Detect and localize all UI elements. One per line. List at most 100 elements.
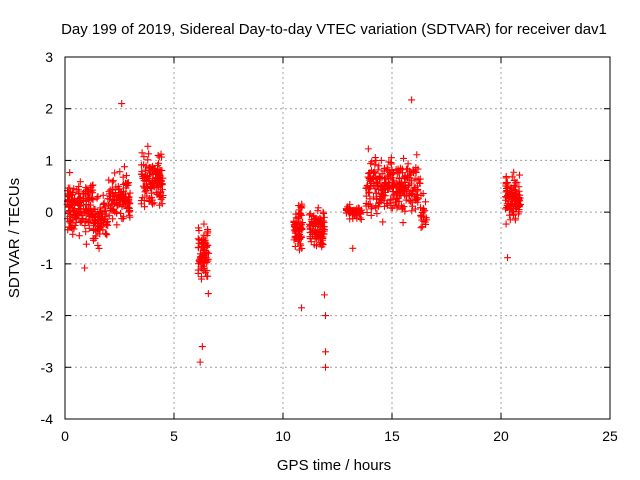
data-point	[392, 188, 400, 196]
data-point	[69, 188, 77, 196]
data-point	[417, 224, 425, 232]
data-point	[502, 220, 510, 228]
data-point	[202, 256, 210, 264]
data-point	[154, 151, 162, 159]
data-point	[110, 205, 118, 213]
data-point	[113, 209, 121, 217]
data-point	[142, 162, 150, 170]
data-point	[502, 178, 510, 186]
data-point	[142, 184, 150, 192]
data-point	[291, 242, 299, 250]
data-point	[380, 196, 388, 204]
data-point	[145, 150, 153, 158]
data-point	[379, 218, 387, 226]
data-point	[388, 183, 396, 191]
y-tick-label: -4	[41, 411, 54, 427]
data-point	[75, 232, 83, 240]
data-point	[308, 228, 316, 236]
data-point	[363, 209, 371, 217]
data-point	[400, 154, 408, 162]
data-point	[92, 232, 100, 240]
data-point	[312, 223, 320, 231]
data-point	[158, 166, 166, 174]
x-tick-label: 5	[170, 428, 178, 444]
data-point	[195, 227, 203, 235]
data-point	[126, 189, 134, 197]
data-point	[367, 183, 375, 191]
x-tick-label: 25	[602, 428, 618, 444]
data-point	[419, 190, 427, 198]
data-point	[387, 159, 395, 167]
data-point	[362, 192, 370, 200]
data-point	[421, 207, 429, 215]
data-point	[204, 225, 212, 233]
y-tick-label: 2	[45, 101, 53, 117]
data-point	[379, 191, 387, 199]
data-point	[95, 244, 103, 252]
data-point	[94, 241, 102, 249]
data-point	[351, 210, 359, 218]
data-point	[78, 218, 86, 226]
data-point	[140, 153, 148, 161]
data-point	[71, 206, 79, 214]
data-point	[416, 179, 424, 187]
data-point	[138, 149, 146, 157]
data-point	[295, 219, 303, 227]
data-point	[368, 167, 376, 175]
data-point	[392, 195, 400, 203]
data-point	[111, 169, 119, 177]
data-point	[66, 184, 74, 192]
data-point	[203, 232, 211, 240]
data-point	[515, 183, 523, 191]
y-axis-label: SDTVAR / TECUs	[6, 178, 23, 298]
data-point	[296, 246, 303, 254]
data-point	[200, 220, 208, 228]
data-point	[509, 207, 517, 215]
data-point	[370, 193, 378, 201]
data-point	[125, 211, 133, 219]
data-point	[88, 182, 96, 190]
data-point	[107, 204, 115, 212]
data-point	[507, 200, 515, 208]
data-point	[105, 188, 113, 196]
x-tick-label: 0	[61, 428, 69, 444]
data-point	[309, 227, 317, 235]
data-point	[82, 228, 90, 236]
data-point	[418, 216, 426, 224]
data-point	[70, 185, 78, 193]
data-point	[103, 231, 111, 239]
data-point	[69, 207, 77, 215]
data-point	[150, 165, 158, 173]
data-point	[515, 195, 523, 203]
y-tick-label: -2	[41, 308, 54, 324]
data-point	[371, 154, 379, 162]
data-point	[294, 232, 302, 240]
data-point	[144, 142, 152, 150]
data-point	[383, 201, 391, 209]
data-point	[146, 194, 154, 202]
data-point	[158, 153, 166, 161]
data-point	[357, 206, 365, 214]
data-point	[82, 207, 90, 215]
axis-ticks	[64, 56, 611, 420]
data-point	[82, 240, 90, 248]
data-point	[81, 222, 89, 230]
data-point	[406, 197, 414, 205]
data-point	[143, 183, 151, 191]
data-point	[148, 166, 156, 174]
data-point	[397, 185, 405, 193]
data-point	[398, 205, 406, 213]
data-point	[514, 210, 522, 218]
data-point	[198, 239, 206, 247]
data-point	[373, 210, 381, 218]
y-tick-label: 3	[45, 49, 53, 65]
data-point	[122, 172, 130, 180]
data-point	[367, 211, 375, 219]
y-tick-label: 1	[45, 152, 53, 168]
data-point	[66, 193, 74, 201]
data-point	[385, 168, 393, 176]
data-point	[115, 185, 123, 193]
data-point	[408, 199, 416, 207]
y-tick-label: -1	[41, 256, 54, 272]
data-point	[381, 192, 389, 200]
